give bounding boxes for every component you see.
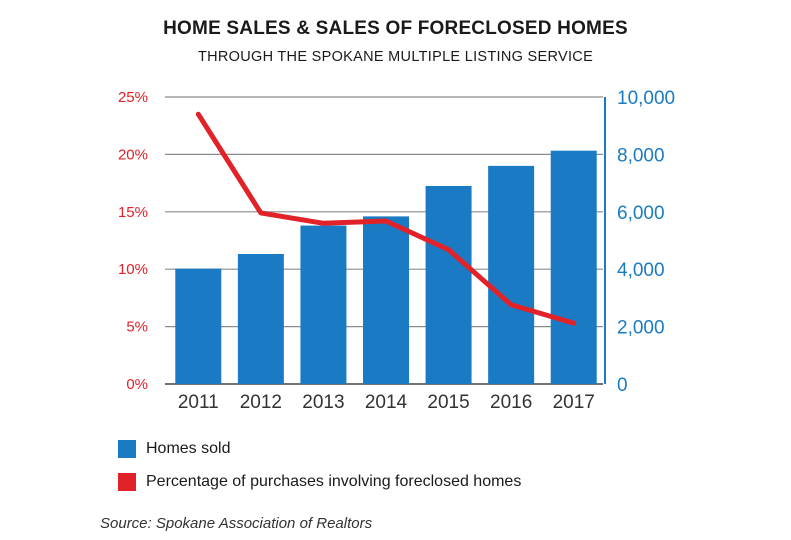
- x-axis-tick-label: 2016: [490, 392, 532, 413]
- left-axis-tick-label: 20%: [118, 146, 148, 163]
- bar: [300, 225, 347, 384]
- x-axis-tick-label: 2012: [240, 392, 282, 413]
- bar: [488, 165, 535, 384]
- x-axis-tick-label: 2013: [302, 392, 344, 413]
- right-axis-tick-label: 0: [617, 375, 628, 396]
- bar: [237, 253, 284, 384]
- left-axis-tick-label: 5%: [126, 319, 148, 336]
- right-axis-tick-label: 8,000: [617, 145, 665, 166]
- legend-label-homes-sold: Homes sold: [146, 440, 231, 457]
- bar: [175, 268, 222, 384]
- right-axis-tick-label: 10,000: [617, 88, 675, 109]
- x-axis-tick-label: 2011: [178, 392, 219, 413]
- left-axis-tick-label: 0%: [126, 376, 148, 393]
- source-note: Source: Spokane Association of Realtors: [100, 515, 373, 532]
- chart-subtitle: THROUGH THE SPOKANE MULTIPLE LISTING SER…: [197, 49, 594, 65]
- legend-swatch-foreclosed: [118, 473, 136, 491]
- legend-swatch-homes-sold: [118, 440, 136, 458]
- legend-label-foreclosed: Percentage of purchases involving forecl…: [146, 473, 522, 490]
- left-axis-tick-label: 10%: [118, 261, 148, 278]
- bar: [425, 185, 472, 384]
- bar: [363, 216, 409, 384]
- x-axis-tick-label: 2015: [427, 392, 469, 413]
- left-axis-tick-label: 25%: [118, 89, 148, 106]
- legend-item-homes-sold: Homes sold: [118, 440, 230, 458]
- bar: [550, 150, 597, 384]
- x-axis-tick-label: 2014: [365, 392, 408, 413]
- right-axis-tick-label: 6,000: [617, 203, 665, 224]
- right-axis-tick-label: 2,000: [617, 318, 665, 339]
- legend-item-foreclosed: Percentage of purchases involving forecl…: [118, 473, 521, 491]
- left-axis-tick-label: 15%: [118, 204, 148, 221]
- right-axis-tick-label: 4,000: [617, 260, 665, 281]
- x-axis-tick-label: 2017: [553, 392, 595, 413]
- combo-chart: 0% 0 5% 2,000 10% 4,000 15% 6,000 20% 8,000 25% 10,…: [118, 88, 675, 413]
- chart-title: HOME SALES & SALES OF FORECLOSED HOMES: [163, 18, 628, 39]
